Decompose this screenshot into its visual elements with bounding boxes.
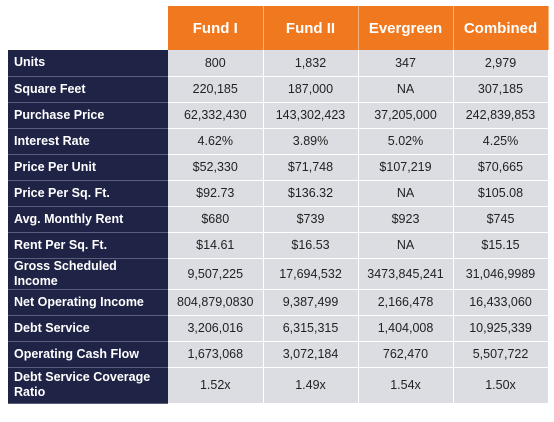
table-cell: 10,925,339 (453, 315, 549, 342)
table-cell: 31,046,9989 (453, 258, 549, 290)
table-row: Interest Rate 4.62% 3.89% 5.02% 4.25% (8, 128, 549, 155)
row-label: Interest Rate (8, 128, 168, 155)
row-label: Price Per Sq. Ft. (8, 180, 168, 207)
table-cell: $16.53 (263, 232, 359, 259)
column-header-fund-ii: Fund II (263, 6, 359, 50)
table-cell: 6,315,315 (263, 315, 359, 342)
row-label: Operating Cash Flow (8, 341, 168, 368)
table-cell: $105.08 (453, 180, 549, 207)
table-cell: 1,404,008 (358, 315, 454, 342)
table-cell: 804,879,0830 (168, 289, 264, 316)
table-cell: 3473,845,241 (358, 258, 454, 290)
table-cell: 1,673,068 (168, 341, 264, 368)
table-cell: 4.62% (168, 128, 264, 155)
table-cell: 5,507,722 (453, 341, 549, 368)
table-cell: 3,206,016 (168, 315, 264, 342)
table-cell: $14.61 (168, 232, 264, 259)
table-cell: 16,433,060 (453, 289, 549, 316)
table-cell: 3,072,184 (263, 341, 359, 368)
row-label: Avg. Monthly Rent (8, 206, 168, 233)
table-cell: NA (358, 76, 454, 103)
column-header-fund-i: Fund I (168, 6, 264, 50)
table-cell: $136.32 (263, 180, 359, 207)
header-corner (8, 6, 168, 50)
table-cell: 187,000 (263, 76, 359, 103)
table-cell: 242,839,853 (453, 102, 549, 129)
table-cell: 37,205,000 (358, 102, 454, 129)
table-row: Debt Service 3,206,016 6,315,315 1,404,008 1… (8, 315, 549, 342)
table-cell: 9,387,499 (263, 289, 359, 316)
row-label: Debt Service (8, 315, 168, 342)
table-cell: 2,979 (453, 50, 549, 77)
table-cell: 762,470 (358, 341, 454, 368)
column-header-evergreen: Evergreen (358, 6, 454, 50)
table-cell: 1.49x (263, 367, 359, 404)
table-row: Price Per Unit $52,330 $71,748 $107,219 $70,… (8, 154, 549, 181)
table-cell: 9,507,225 (168, 258, 264, 290)
fund-comparison-table: Fund I Fund II Evergreen Combined Units 8… (8, 6, 549, 404)
table-cell: NA (358, 180, 454, 207)
table-cell: $70,665 (453, 154, 549, 181)
row-label: Debt Service Coverage Ratio (8, 367, 168, 404)
row-label: Price Per Unit (8, 154, 168, 181)
table-cell: 143,302,423 (263, 102, 359, 129)
table-row: Debt Service Coverage Ratio 1.52x 1.49x 1.5… (8, 367, 549, 404)
table-row: Operating Cash Flow 1,673,068 3,072,184 762… (8, 341, 549, 368)
table-cell: $680 (168, 206, 264, 233)
header-row: Fund I Fund II Evergreen Combined (8, 6, 549, 50)
table-body: Units 800 1,832 347 2,979 Square Feet 220,185 1… (8, 50, 549, 404)
table-row: Avg. Monthly Rent $680 $739 $923 $745 (8, 206, 549, 233)
table-row: Gross Scheduled Income 9,507,225 17,694,53… (8, 258, 549, 290)
table-cell: 5.02% (358, 128, 454, 155)
table-cell: 1.54x (358, 367, 454, 404)
column-header-combined: Combined (453, 6, 549, 50)
table-row: Net Operating Income 804,879,0830 9,387,49… (8, 289, 549, 316)
table-cell: 1.50x (453, 367, 549, 404)
table-cell: $71,748 (263, 154, 359, 181)
table-cell: $92.73 (168, 180, 264, 207)
row-label: Gross Scheduled Income (8, 258, 168, 290)
table-cell: $923 (358, 206, 454, 233)
table-cell: $745 (453, 206, 549, 233)
table-cell: 220,185 (168, 76, 264, 103)
table-cell: $739 (263, 206, 359, 233)
table-cell: 307,185 (453, 76, 549, 103)
table-cell: 347 (358, 50, 454, 77)
row-label: Units (8, 50, 168, 77)
fund-comparison-table-container: Fund I Fund II Evergreen Combined Units 8… (8, 6, 549, 404)
table-row: Price Per Sq. Ft. $92.73 $136.32 NA $105.08 (8, 180, 549, 207)
table-cell: 2,166,478 (358, 289, 454, 316)
row-label: Rent Per Sq. Ft. (8, 232, 168, 259)
table-cell: 3.89% (263, 128, 359, 155)
table-row: Rent Per Sq. Ft. $14.61 $16.53 NA $15.15 (8, 232, 549, 259)
table-cell: 1.52x (168, 367, 264, 404)
table-row: Square Feet 220,185 187,000 NA 307,185 (8, 76, 549, 103)
table-cell: $15.15 (453, 232, 549, 259)
table-cell: 4.25% (453, 128, 549, 155)
table-cell: $52,330 (168, 154, 264, 181)
table-cell: 62,332,430 (168, 102, 264, 129)
table-cell: 800 (168, 50, 264, 77)
table-row: Purchase Price 62,332,430 143,302,423 37,20… (8, 102, 549, 129)
table-cell: 17,694,532 (263, 258, 359, 290)
row-label: Purchase Price (8, 102, 168, 129)
table-cell: NA (358, 232, 454, 259)
table-cell: $107,219 (358, 154, 454, 181)
row-label: Square Feet (8, 76, 168, 103)
table-row: Units 800 1,832 347 2,979 (8, 50, 549, 77)
table-header: Fund I Fund II Evergreen Combined (8, 6, 549, 50)
table-cell: 1,832 (263, 50, 359, 77)
row-label: Net Operating Income (8, 289, 168, 316)
